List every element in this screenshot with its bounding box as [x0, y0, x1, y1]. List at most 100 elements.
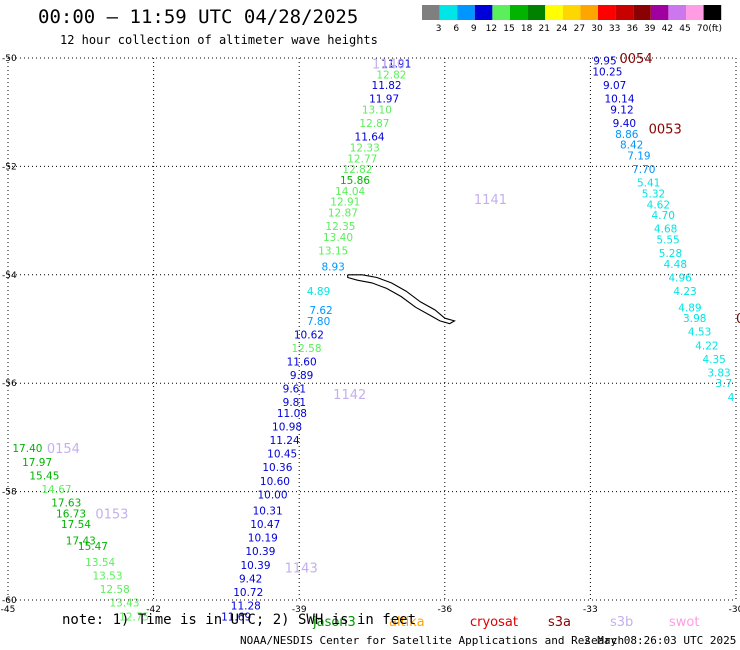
wave-height-label: 10.19	[248, 533, 278, 545]
wave-height-label: 9.89	[290, 370, 313, 382]
x-tick-label: -36	[437, 605, 452, 615]
legend-swatch	[615, 5, 634, 20]
sensor-label: altika	[389, 615, 425, 630]
wave-height-label: 12.58	[291, 343, 321, 355]
wave-height-label: 11.97	[369, 94, 399, 106]
legend-label: 27	[574, 24, 585, 34]
wave-height-label: 11.69	[221, 611, 251, 623]
wave-height-label: 10.45	[267, 449, 297, 461]
wave-height-label: 11.91	[381, 58, 411, 70]
wave-height-label: 4.53	[688, 327, 711, 339]
wave-height-label: 9.61	[283, 384, 306, 396]
legend-label: 30	[591, 24, 603, 34]
y-tick-label: -50	[2, 54, 17, 64]
wave-height-label: 4.68	[654, 224, 677, 236]
footer-timestamp: 2 May 08:26:03 UTC 2025	[584, 634, 737, 647]
wave-height-label: 4.22	[695, 340, 718, 352]
wave-height-label: 10.25	[592, 67, 622, 79]
legend-label: 18	[521, 24, 533, 34]
legend-swatch	[668, 5, 686, 20]
legend-swatch	[598, 5, 616, 20]
y-tick-label: -60	[2, 596, 17, 606]
wave-height-label: 11.60	[287, 357, 317, 369]
wave-height-label: 15.47	[78, 541, 108, 553]
wave-height-label: 8.42	[620, 140, 643, 152]
wave-height-label: 12.77	[347, 153, 377, 165]
wave-height-label: 12.87	[359, 118, 389, 130]
wave-height-label: 17.54	[61, 519, 91, 531]
legend-units: (ft)	[708, 24, 722, 34]
legend-swatch	[633, 5, 651, 20]
legend-label: 70	[697, 24, 709, 34]
wave-height-label: 12.33	[350, 142, 380, 154]
sensor-label: cryosat	[470, 615, 518, 630]
wave-height-label: 10.00	[257, 489, 287, 501]
pass-label: 0	[736, 312, 740, 327]
wave-height-label: 3.98	[683, 313, 706, 325]
wave-height-label: 4.89	[307, 286, 330, 298]
legend-swatch	[439, 5, 458, 20]
wave-height-label: 12.87	[328, 207, 358, 219]
wave-height-label: 17.43	[66, 535, 96, 547]
legend-swatch	[562, 5, 581, 20]
wave-height-label: 14.67	[42, 484, 72, 496]
footer-credit: NOAA/NESDIS Center for Satellite Applica…	[240, 634, 625, 647]
wave-height-label: 13.15	[318, 245, 348, 257]
wave-height-label: 9.81	[283, 397, 306, 409]
legend-swatch	[527, 5, 546, 20]
wave-height-label: 11.08	[277, 408, 307, 420]
wave-height-label: 8.93	[321, 262, 344, 274]
wave-height-label: 14.04	[335, 186, 365, 198]
legend-swatch	[703, 5, 722, 20]
wave-height-label: 15.86	[340, 175, 370, 187]
legend-swatch	[492, 5, 510, 20]
wave-height-label: 13.53	[92, 571, 122, 583]
sensor-label: swot	[669, 615, 699, 630]
legend-label: 12	[486, 24, 497, 34]
pass-label: 1141	[474, 193, 507, 208]
wave-height-label: 11.82	[372, 80, 402, 92]
y-tick-label: -54	[2, 271, 17, 281]
x-tick-label: -42	[146, 605, 161, 615]
wave-height-label: 3.83	[707, 367, 730, 379]
wave-height-label: 10.39	[245, 546, 275, 558]
legend-swatch	[474, 5, 493, 20]
wave-height-label: 10.14	[604, 94, 634, 106]
wave-height-label: 12.82	[376, 69, 406, 81]
pass-label: 1143	[285, 561, 318, 576]
y-tick-label: -58	[2, 488, 17, 498]
wave-height-label: 16.73	[56, 508, 86, 520]
wave-height-label: 4.62	[647, 199, 670, 211]
wave-height-label: 4.70	[652, 210, 675, 222]
wave-height-label: 3.7	[716, 378, 733, 390]
wave-height-label: 7.19	[627, 151, 650, 163]
legend-label: 39	[644, 24, 656, 34]
wave-height-label: 10.98	[272, 422, 302, 434]
legend-swatch	[422, 5, 440, 20]
wave-height-label: 11.24	[270, 435, 300, 447]
wave-height-label: 10.72	[233, 587, 263, 599]
wave-height-label: 4.96	[668, 273, 692, 285]
pass-label: 1140	[372, 57, 405, 72]
pass-label: 0153	[95, 507, 128, 522]
legend-swatch	[580, 5, 598, 20]
legend-label: 36	[626, 24, 638, 34]
legend-swatch	[510, 5, 528, 20]
wave-height-label: 10.62	[294, 329, 324, 341]
wave-height-label: 15.45	[29, 470, 59, 482]
legend-label: 15	[503, 24, 514, 34]
x-tick-label: -45	[1, 605, 16, 615]
wave-height-label: 12.58	[100, 584, 130, 596]
wave-height-label: 17.63	[51, 497, 81, 509]
sensor-label: s3a	[548, 615, 571, 630]
footer-note: note: 1) Time is in UTC; 2) SWH is in fe…	[62, 612, 417, 628]
wave-height-label: 13.10	[362, 104, 392, 116]
legend-label: 33	[609, 24, 620, 34]
legend-swatch	[457, 5, 475, 20]
wave-height-label: 7.62	[309, 305, 332, 317]
x-tick-label: -33	[583, 605, 598, 615]
legend-swatch	[650, 5, 669, 20]
wave-height-label: 10.60	[260, 476, 290, 488]
pass-label: 0054	[620, 52, 653, 67]
